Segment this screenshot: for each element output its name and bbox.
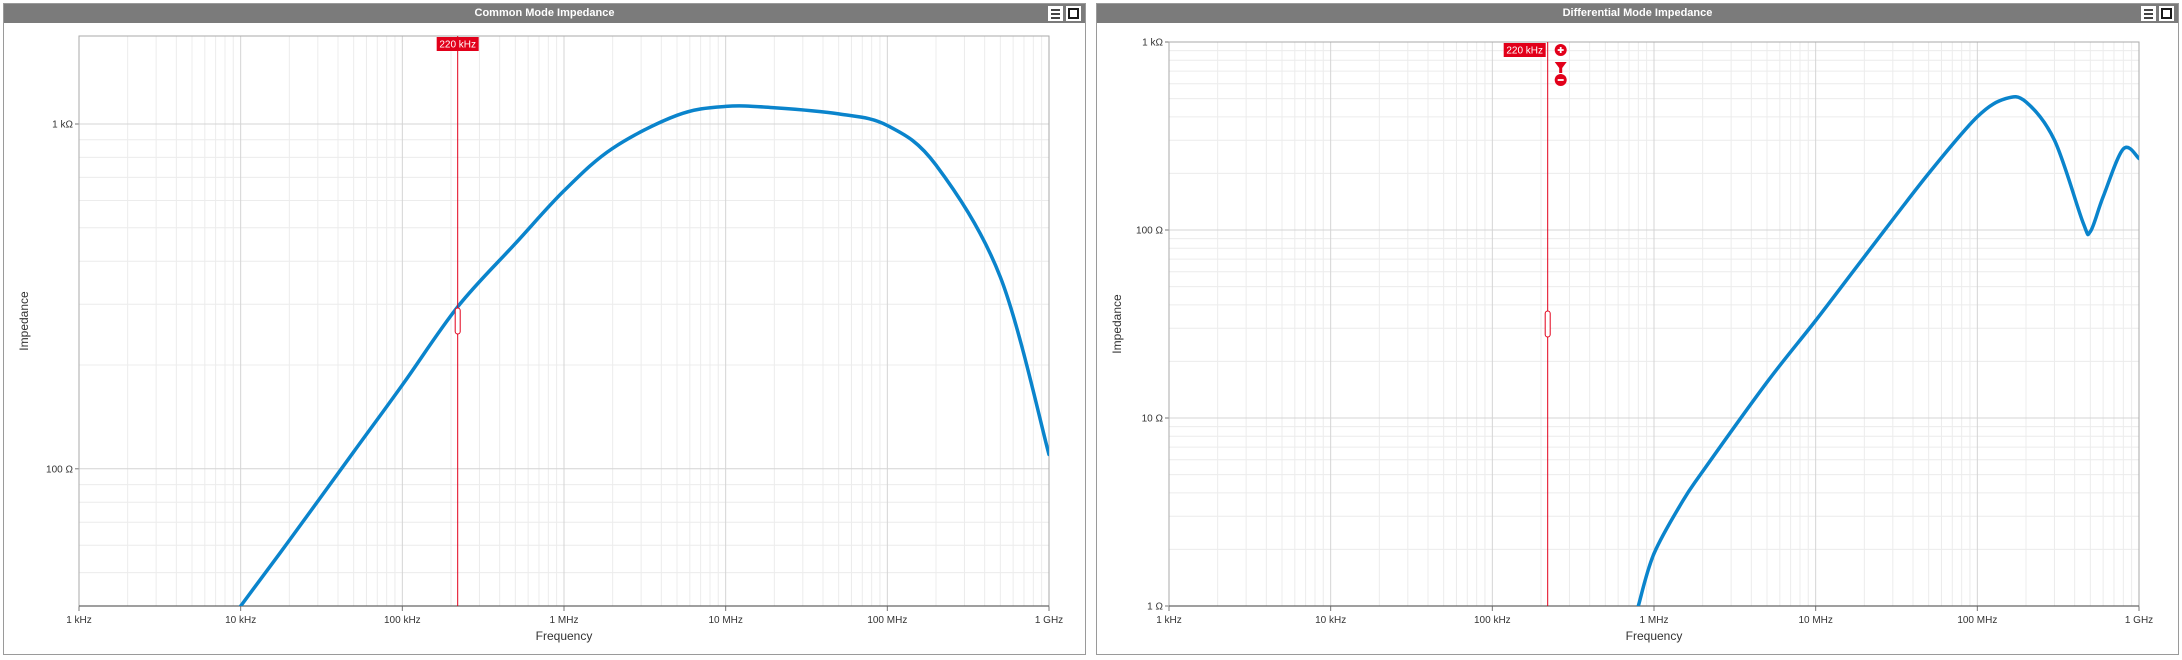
x-tick-label: 1 MHz xyxy=(550,615,579,626)
cursor-drag-handle[interactable] xyxy=(1544,310,1551,338)
y-axis-label: Impedance xyxy=(1110,294,1124,354)
x-axis-label: Frequency xyxy=(1626,629,1683,643)
panel-title: Common Mode Impedance xyxy=(474,7,615,19)
maximize-button[interactable] xyxy=(2159,6,2174,21)
x-tick-label: 100 kHz xyxy=(384,615,421,626)
impedance-series-line xyxy=(1636,94,2139,606)
y-tick-label: 1 Ω xyxy=(1147,602,1163,613)
x-tick-label: 1 kHz xyxy=(66,615,92,626)
y-tick-label: 1 kΩ xyxy=(52,120,73,131)
chart-menu-button[interactable] xyxy=(1048,6,1063,21)
x-tick-label: 100 kHz xyxy=(1474,615,1511,626)
y-axis-label: Impedance xyxy=(17,291,31,351)
panel-titlebar: Differential Mode Impedance xyxy=(1097,4,2178,23)
x-tick-label: 1 kHz xyxy=(1156,615,1182,626)
filter-icon[interactable] xyxy=(1554,62,1567,73)
x-tick-label: 100 MHz xyxy=(1957,615,1997,626)
cursor-label: 220 kHz xyxy=(439,40,476,51)
x-tick-label: 1 GHz xyxy=(1035,615,1063,626)
cursor-label-badge[interactable] xyxy=(436,37,479,51)
differential-mode-panel: Differential Mode Impedance 1 kHz 10 kHz 1… xyxy=(1096,3,2179,655)
chart-menu-button[interactable] xyxy=(2141,6,2156,21)
cursor-label: 220 kHz xyxy=(1506,46,1543,57)
common-mode-panel: Common Mode Impedance 1 kHz 10 kHz 100 kHz… xyxy=(3,3,1086,655)
impedance-series-line xyxy=(238,104,1049,606)
cursor-label-badge[interactable] xyxy=(1503,43,1546,57)
y-tick-label: 10 Ω xyxy=(1142,414,1164,425)
x-axis-label: Frequency xyxy=(536,629,593,643)
y-tick-label: 1 kΩ xyxy=(1142,38,1163,49)
y-tick-label: 100 Ω xyxy=(1136,226,1163,237)
x-tick-label: 1 MHz xyxy=(1640,615,1669,626)
x-tick-label: 100 MHz xyxy=(867,615,907,626)
differential-mode-chart[interactable]: 1 kHz 10 kHz 100 kHz 1 MHz 10 MHz 100 MHz 1 GH… xyxy=(1097,4,2180,656)
maximize-button[interactable] xyxy=(1066,6,1081,21)
x-tick-label: 10 kHz xyxy=(225,615,256,626)
panel-title: Differential Mode Impedance xyxy=(1562,7,1713,19)
common-mode-chart[interactable]: 1 kHz 10 kHz 100 kHz 1 MHz 10 MHz 100 MHz 1 GH… xyxy=(4,4,1087,656)
x-tick-label: 10 MHz xyxy=(1798,615,1832,626)
x-tick-label: 1 GHz xyxy=(2125,615,2153,626)
panel-titlebar: Common Mode Impedance xyxy=(4,4,1085,23)
y-tick-label: 100 Ω xyxy=(46,464,73,475)
cursor-drag-handle[interactable] xyxy=(454,307,461,335)
x-tick-label: 10 kHz xyxy=(1315,615,1346,626)
x-tick-label: 10 MHz xyxy=(708,615,742,626)
